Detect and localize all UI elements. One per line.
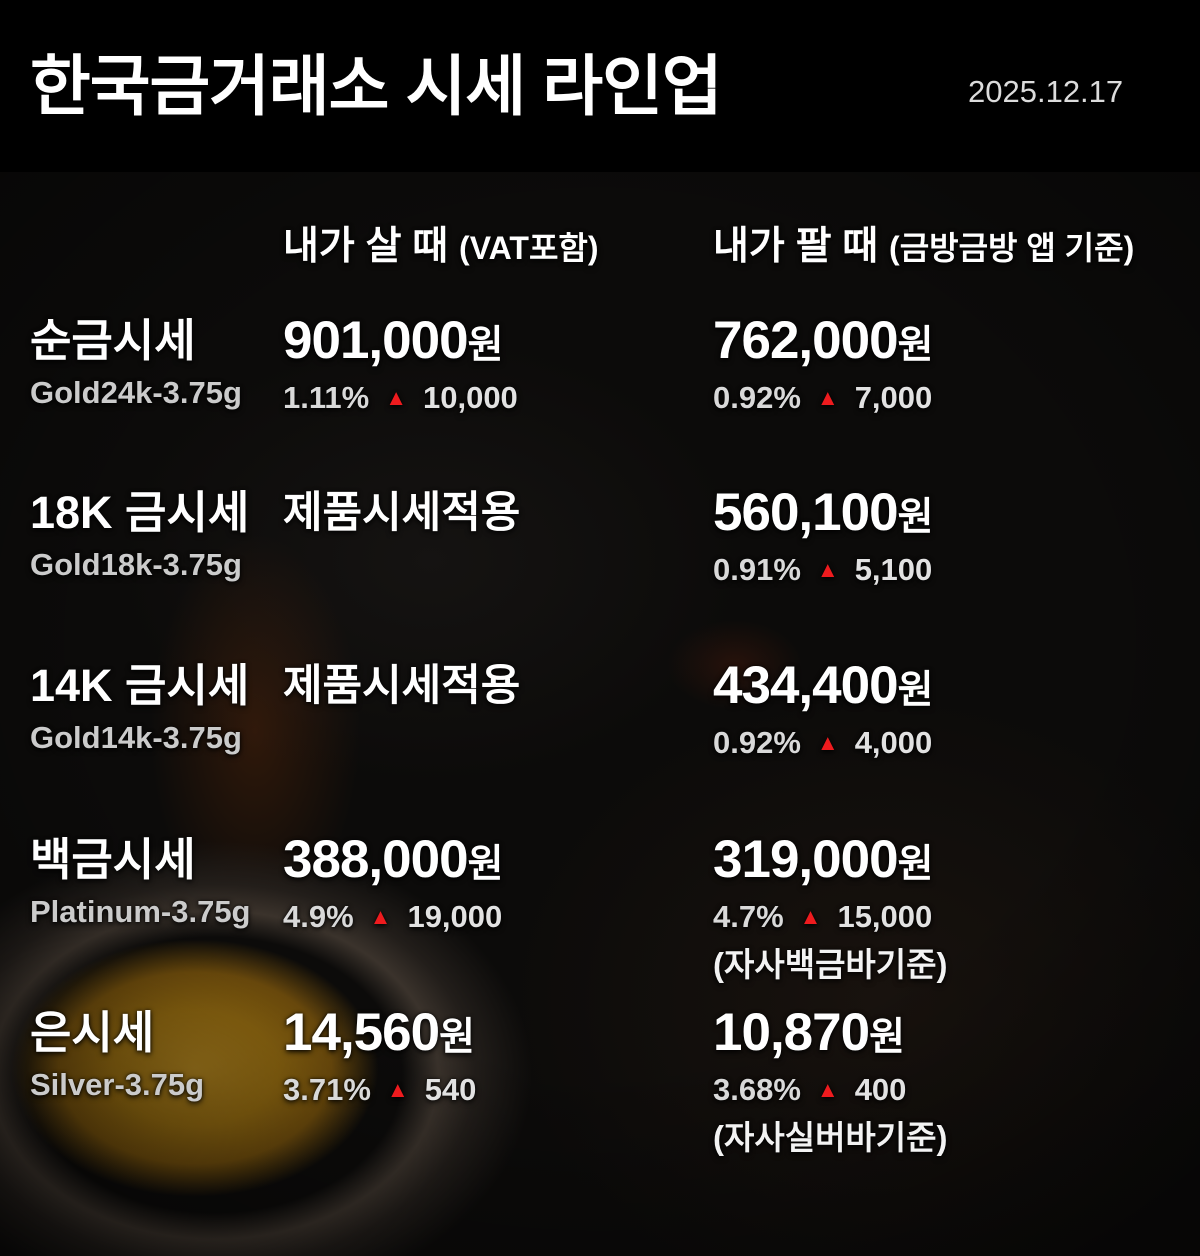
sell-cell: 319,000원 4.7% ▲ 15,000 (자사백금바기준)	[713, 831, 948, 988]
up-triangle-icon: ▲	[799, 904, 822, 929]
won-unit: 원	[869, 1016, 905, 1059]
won-unit: 원	[897, 669, 934, 712]
buy-cell: 제품시세적용	[283, 484, 520, 542]
row-name: 순금시세	[30, 315, 196, 366]
product-price-applied-text: 제품시세적용	[283, 489, 521, 537]
change-amount: 5,100	[854, 552, 933, 587]
buy-price: 14,560원	[283, 1003, 475, 1062]
change-percent: 4.9%	[283, 899, 354, 934]
column-header-buy: 내가 살 때 (VAT포함)	[283, 222, 599, 273]
change-percent: 1.11%	[283, 380, 370, 415]
buy-change-line: 3.71% ▲ 540	[283, 1068, 476, 1115]
row-sublabel: Silver-3.75g	[30, 1067, 205, 1102]
up-triangle-icon: ▲	[386, 1077, 409, 1102]
up-triangle-icon: ▲	[816, 730, 839, 755]
sell-cell: 762,000원 0.92% ▲ 7,000	[713, 312, 933, 423]
row-label: 14K 금시세 Gold14k-3.75g	[30, 657, 249, 760]
won-unit: 원	[897, 843, 934, 886]
buy-price: 388,000원	[283, 830, 504, 889]
buy-cell: 제품시세적용	[283, 657, 520, 715]
product-price-applied-text: 제품시세적용	[283, 662, 521, 710]
change-amount: 19,000	[407, 899, 503, 934]
change-percent: 0.92%	[713, 380, 801, 415]
sell-price: 319,000원	[713, 830, 934, 889]
sell-cell: 434,400원 0.92% ▲ 4,000	[713, 657, 933, 768]
price-basis-note: (자사백금바기준)	[713, 946, 948, 983]
row-sublabel: Gold24k-3.75g	[30, 375, 242, 410]
won-unit: 원	[897, 496, 934, 539]
sell-price: 10,870원	[713, 1003, 905, 1062]
row-name: 백금시세	[30, 834, 196, 885]
sell-change-line: 0.92% ▲ 4,000	[713, 721, 933, 768]
column-header-sell: 내가 팔 때 (금방금방 앱 기준)	[713, 222, 1134, 273]
buy-change-line: 4.9% ▲ 19,000	[283, 895, 503, 942]
buy-price: 901,000원	[283, 311, 504, 370]
row-name: 은시세	[30, 1007, 155, 1058]
column-header-buy-label: 내가 살 때	[283, 225, 449, 268]
won-unit: 원	[467, 324, 504, 367]
row-label: 순금시세 Gold24k-3.75g	[30, 312, 242, 415]
column-header-sell-note: (금방금방 앱 기준)	[889, 230, 1135, 266]
buy-cell: 14,560원 3.71% ▲ 540	[283, 1004, 476, 1115]
date-label: 2025.12.17	[968, 74, 1124, 109]
won-unit: 원	[897, 324, 934, 367]
row-name: 14K 금시세	[30, 660, 250, 711]
row-label: 백금시세 Platinum-3.75g	[30, 831, 251, 934]
row-sublabel: Platinum-3.75g	[30, 894, 251, 929]
change-amount: 10,000	[422, 380, 518, 415]
change-percent: 0.92%	[713, 725, 801, 760]
row-name: 18K 금시세	[30, 487, 250, 538]
up-triangle-icon: ▲	[816, 557, 839, 582]
buy-cell: 388,000원 4.9% ▲ 19,000	[283, 831, 503, 942]
change-amount: 15,000	[837, 899, 933, 934]
buy-change-line: 1.11% ▲ 10,000	[283, 376, 518, 423]
page-title: 한국금거래소 시세 라인업	[30, 49, 723, 123]
sell-cell: 10,870원 3.68% ▲ 400 (자사실버바기준)	[713, 1004, 948, 1161]
sell-price: 762,000원	[713, 311, 934, 370]
won-unit: 원	[467, 843, 504, 886]
sell-price: 560,100원	[713, 483, 934, 542]
up-triangle-icon: ▲	[385, 385, 407, 410]
buy-cell: 901,000원 1.11% ▲ 10,000	[283, 312, 518, 423]
change-amount: 7,000	[854, 380, 933, 415]
change-percent: 0.91%	[713, 552, 801, 587]
row-sublabel: Gold14k-3.75g	[30, 720, 242, 755]
sell-change-line: 0.91% ▲ 5,100	[713, 548, 933, 595]
row-sublabel: Gold18k-3.75g	[30, 547, 242, 582]
up-triangle-icon: ▲	[816, 385, 839, 410]
change-percent: 4.7%	[713, 899, 784, 934]
change-percent: 3.71%	[283, 1072, 371, 1107]
price-basis-note: (자사실버바기준)	[713, 1119, 948, 1156]
column-header-buy-note: (VAT포함)	[459, 230, 599, 266]
up-triangle-icon: ▲	[816, 1077, 839, 1102]
won-unit: 원	[439, 1016, 475, 1059]
sell-change-line: 4.7% ▲ 15,000	[713, 895, 948, 942]
up-triangle-icon: ▲	[369, 904, 392, 929]
title-band	[0, 0, 1200, 172]
sell-change-line: 3.68% ▲ 400	[713, 1068, 948, 1115]
sell-cell: 560,100원 0.91% ▲ 5,100	[713, 484, 933, 595]
row-label: 은시세 Silver-3.75g	[30, 1004, 204, 1107]
column-header-sell-label: 내가 팔 때	[713, 225, 879, 268]
change-amount: 400	[854, 1072, 907, 1107]
change-amount: 4,000	[854, 725, 933, 760]
change-amount: 540	[424, 1072, 477, 1107]
sell-price: 434,400원	[713, 656, 934, 715]
row-label: 18K 금시세 Gold18k-3.75g	[30, 484, 249, 587]
change-percent: 3.68%	[713, 1072, 801, 1107]
sell-change-line: 0.92% ▲ 7,000	[713, 376, 933, 423]
